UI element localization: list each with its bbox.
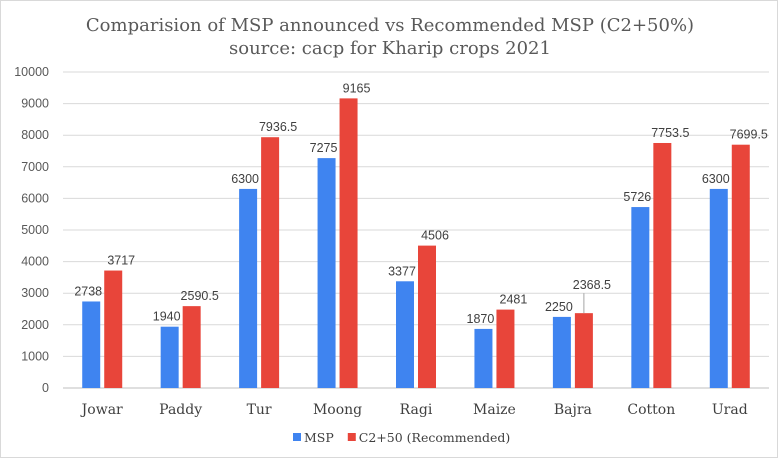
bar-recommended bbox=[653, 142, 672, 388]
bar-recommended bbox=[418, 245, 436, 388]
bar-recommended bbox=[339, 98, 358, 389]
bar-recommended bbox=[731, 144, 750, 388]
data-label: 2250 bbox=[545, 300, 573, 314]
data-label: 5726 bbox=[623, 190, 651, 204]
bar-recommended bbox=[574, 313, 593, 388]
chart-subtitle: source: cacp for Kharip crops 2021 bbox=[229, 38, 551, 59]
y-tick-label: 7000 bbox=[21, 160, 49, 174]
bar-msp bbox=[160, 326, 179, 388]
y-axis-ticks: 0 1000 2000 3000 4000 5000 6000 7000 8000 9000 100… bbox=[14, 65, 49, 395]
y-tick-label: 4000 bbox=[21, 255, 49, 269]
category-label: Urad bbox=[712, 402, 748, 418]
category-label: Cotton bbox=[627, 402, 675, 418]
bar-msp bbox=[552, 316, 571, 388]
bar-msp bbox=[631, 207, 650, 388]
data-label: 6300 bbox=[702, 172, 730, 186]
data-label: 2368.5 bbox=[573, 278, 611, 292]
y-tick-label: 10000 bbox=[14, 65, 49, 79]
data-label: 7753.5 bbox=[651, 126, 689, 140]
data-label: 1940 bbox=[153, 310, 181, 324]
data-label: 2590.5 bbox=[181, 289, 219, 303]
x-axis-categories: Jowar Paddy Tur Moong Ragi Maize Bajra Cotton Ur… bbox=[80, 402, 748, 418]
category-label: Maize bbox=[473, 402, 516, 418]
data-label: 7275 bbox=[310, 141, 338, 155]
data-label: 3377 bbox=[388, 264, 416, 278]
bar-recommended bbox=[182, 306, 201, 388]
legend-label: C2+50 (Recommended) bbox=[359, 430, 511, 445]
data-label: 2738 bbox=[74, 284, 102, 298]
data-label: 1870 bbox=[467, 312, 495, 326]
bar-msp bbox=[709, 188, 728, 388]
category-label: Paddy bbox=[159, 402, 202, 418]
category-label: Bajra bbox=[554, 402, 592, 418]
bar-recommended bbox=[104, 270, 123, 388]
data-label: 6300 bbox=[231, 172, 259, 186]
y-tick-label: 5000 bbox=[21, 223, 49, 237]
y-tick-label: 3000 bbox=[21, 286, 49, 300]
legend-swatch-msp bbox=[293, 433, 301, 441]
legend-swatch-recommended bbox=[347, 433, 356, 441]
y-tick-label: 9000 bbox=[21, 97, 49, 111]
bar-recommended bbox=[496, 309, 515, 388]
bars-group bbox=[82, 98, 750, 389]
bar-recommended bbox=[261, 137, 280, 388]
bar-msp bbox=[396, 281, 414, 388]
bar-msp bbox=[474, 328, 493, 388]
bar-msp bbox=[317, 158, 336, 388]
data-label: 7936.5 bbox=[259, 120, 297, 134]
data-label: 2481 bbox=[500, 293, 528, 307]
category-label: Jowar bbox=[80, 402, 123, 418]
gridlines bbox=[63, 71, 769, 389]
bar-msp bbox=[239, 188, 258, 388]
data-label: 3717 bbox=[107, 254, 135, 268]
chart-title: Comparision of MSP announced vs Recommen… bbox=[86, 15, 694, 36]
bar-msp bbox=[82, 301, 101, 388]
legend: MSP C2+50 (Recommended) bbox=[293, 430, 510, 445]
category-label: Moong bbox=[313, 402, 362, 418]
y-tick-label: 2000 bbox=[21, 318, 49, 332]
y-tick-label: 0 bbox=[42, 381, 49, 395]
category-label: Ragi bbox=[400, 402, 433, 418]
y-tick-label: 1000 bbox=[21, 349, 49, 363]
y-tick-label: 6000 bbox=[21, 191, 49, 205]
data-label: 9165 bbox=[343, 81, 371, 95]
y-tick-label: 8000 bbox=[21, 128, 49, 142]
legend-label: MSP bbox=[304, 430, 334, 445]
data-label: 7699.5 bbox=[730, 128, 768, 142]
data-label: 4506 bbox=[421, 229, 449, 243]
category-label: Tur bbox=[247, 402, 272, 418]
